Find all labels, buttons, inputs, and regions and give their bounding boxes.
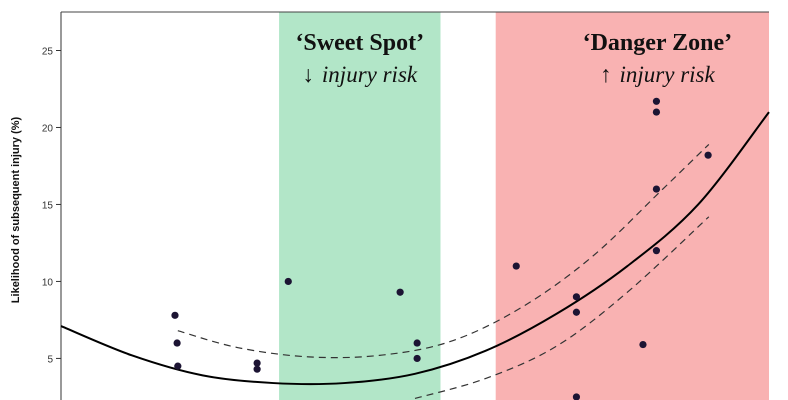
y-tick-label: 15 — [42, 200, 54, 211]
sweet-spot-band — [279, 12, 441, 400]
danger-zone-arrow: ↑ — [600, 62, 612, 87]
data-point — [253, 359, 261, 367]
data-point — [652, 108, 661, 116]
labels-layer: ‘Sweet Spot’ ↓ injury risk ‘Danger Zone’ ↑ in… — [295, 30, 732, 87]
axis-layer: 5 10 15 20 25 Likelihood of subsequent injur… — [10, 11, 769, 400]
data-point — [396, 288, 404, 296]
data-point — [174, 362, 182, 370]
sweet-spot-title: ‘Sweet Spot’ — [295, 30, 424, 56]
y-tick-label: 10 — [42, 277, 54, 288]
data-point — [572, 293, 581, 301]
data-point — [704, 151, 712, 159]
danger-zone-title: ‘Danger Zone’ — [583, 30, 733, 56]
lines-layer — [60, 111, 770, 400]
data-point — [572, 308, 581, 316]
data-point — [512, 262, 520, 270]
data-point — [652, 247, 661, 255]
danger-zone-subtitle: injury risk — [620, 62, 716, 87]
y-tick-label: 5 — [47, 354, 53, 365]
data-point — [413, 354, 421, 363]
ci-upper-line — [177, 143, 710, 359]
data-point — [284, 277, 292, 286]
danger-zone-band — [495, 12, 769, 400]
data-point — [173, 339, 181, 347]
data-point — [572, 393, 581, 400]
sweet-spot-subtitle-line: ↓ injury risk — [302, 62, 417, 87]
danger-zone-subtitle-line: ↑ injury risk — [600, 62, 715, 87]
zones-layer — [279, 12, 769, 400]
fit-line — [60, 111, 770, 386]
data-point — [652, 185, 661, 193]
data-point — [171, 311, 179, 319]
ticks-layer: 5 10 15 20 25 — [42, 46, 61, 365]
data-point — [253, 365, 261, 373]
data-point — [652, 97, 661, 105]
sweet-spot-arrow: ↓ — [302, 62, 314, 87]
y-tick-label: 25 — [42, 46, 54, 57]
points-layer — [171, 97, 712, 400]
y-tick-label: 20 — [42, 123, 54, 134]
sweet-spot-subtitle: injury risk — [322, 62, 418, 87]
data-point — [639, 340, 647, 349]
data-point — [413, 339, 421, 347]
y-axis-label: Likelihood of subsequent injury (%) — [10, 116, 22, 303]
ci-lower-line — [414, 216, 710, 400]
